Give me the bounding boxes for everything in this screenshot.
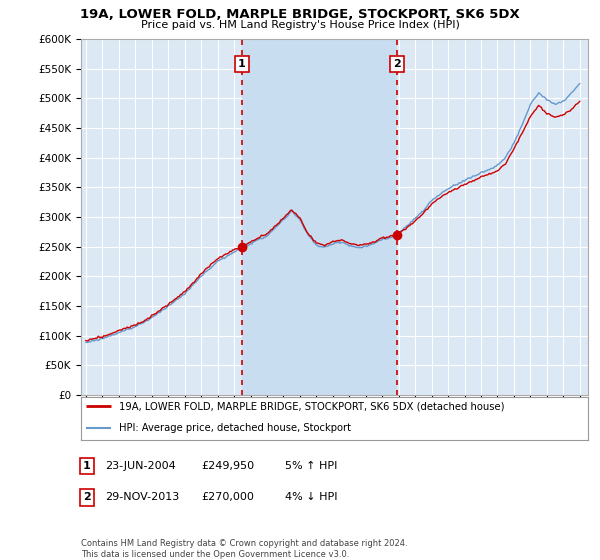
Text: £270,000: £270,000 xyxy=(201,492,254,502)
Text: 1: 1 xyxy=(238,59,246,69)
Text: 4% ↓ HPI: 4% ↓ HPI xyxy=(285,492,337,502)
Text: 2: 2 xyxy=(83,492,91,502)
Text: 5% ↑ HPI: 5% ↑ HPI xyxy=(285,461,337,471)
Text: 29-NOV-2013: 29-NOV-2013 xyxy=(105,492,179,502)
Text: Contains HM Land Registry data © Crown copyright and database right 2024.
This d: Contains HM Land Registry data © Crown c… xyxy=(81,539,407,559)
Text: 19A, LOWER FOLD, MARPLE BRIDGE, STOCKPORT, SK6 5DX (detached house): 19A, LOWER FOLD, MARPLE BRIDGE, STOCKPOR… xyxy=(119,402,505,412)
Text: £249,950: £249,950 xyxy=(201,461,254,471)
Text: 19A, LOWER FOLD, MARPLE BRIDGE, STOCKPORT, SK6 5DX: 19A, LOWER FOLD, MARPLE BRIDGE, STOCKPOR… xyxy=(80,8,520,21)
Text: HPI: Average price, detached house, Stockport: HPI: Average price, detached house, Stoc… xyxy=(119,423,351,433)
Text: 2: 2 xyxy=(394,59,401,69)
Text: Price paid vs. HM Land Registry's House Price Index (HPI): Price paid vs. HM Land Registry's House … xyxy=(140,20,460,30)
Bar xyxy=(242,39,397,395)
Text: 23-JUN-2004: 23-JUN-2004 xyxy=(105,461,176,471)
Text: 1: 1 xyxy=(83,461,91,471)
